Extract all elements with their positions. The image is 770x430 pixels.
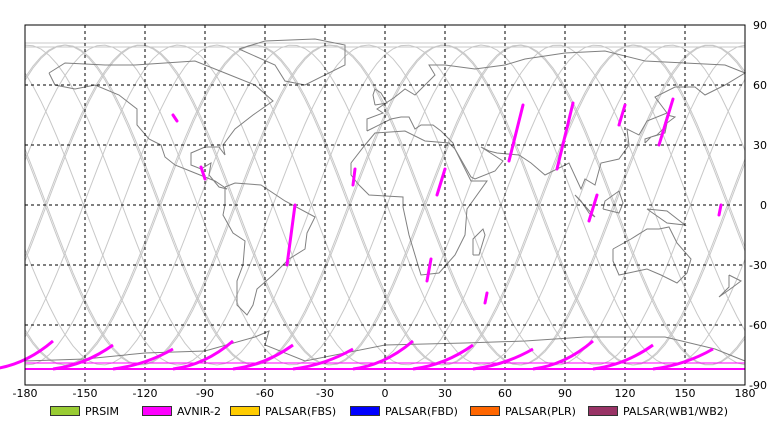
longitude-tick-label: 180 [735, 387, 756, 400]
longitude-labels: -180 -150 -120 -90 -60 -30 0 30 60 90 120 150 180 [13, 387, 756, 400]
observation-segment [507, 103, 525, 163]
observation-segment [657, 97, 675, 147]
graticule [25, 25, 745, 385]
legend-label: PALSAR(WB1/WB2) [623, 404, 729, 418]
observation-segment [717, 203, 723, 217]
coastline [602, 190, 624, 214]
legend-item-avnir2: AVNIR-2 [142, 403, 221, 419]
legend-item-palsar-wb: PALSAR(WB1/WB2) [588, 403, 728, 419]
longitude-tick-label: -180 [13, 387, 38, 400]
longitude-tick-label: -120 [133, 387, 158, 400]
coastline [472, 228, 486, 256]
observation-segment [171, 113, 179, 123]
longitude-tick-label: 150 [675, 387, 696, 400]
longitude-tick-label: 120 [615, 387, 636, 400]
longitude-tick-label: -30 [316, 387, 334, 400]
legend-swatch [230, 406, 260, 416]
observation-segment [617, 103, 627, 127]
swath-arc [0, 339, 54, 370]
legend-item-palsar-fbd: PALSAR(FBD) [350, 403, 458, 419]
longitude-tick-label: 60 [498, 387, 512, 400]
latitude-labels: 90 60 30 0 -30 -60 -90 [749, 19, 767, 392]
coastline [222, 182, 316, 316]
legend-item-palsar-plr: PALSAR(PLR) [470, 403, 576, 419]
latitude-tick-label: 30 [753, 139, 767, 152]
coastline [238, 38, 346, 86]
coastline [644, 114, 677, 144]
latitude-tick-label: -30 [749, 259, 767, 272]
observation-segment [587, 193, 599, 223]
observation-segment [555, 101, 575, 171]
latitude-tick-label: 60 [753, 79, 767, 92]
coastline [366, 50, 747, 191]
antarctic-swaths [0, 339, 745, 371]
orbit-track [24, 44, 746, 366]
legend-swatch [50, 406, 80, 416]
longitude-tick-label: 30 [438, 387, 452, 400]
latitude-tick-label: 90 [753, 19, 767, 32]
legend-swatch [350, 406, 380, 416]
observation-segment [351, 167, 357, 187]
legend-item-prism: PRSIM [50, 403, 119, 419]
longitude-tick-label: -150 [73, 387, 98, 400]
map-border [24, 24, 746, 386]
coastline [612, 226, 692, 284]
observation-segment [483, 291, 489, 305]
legend: PRSIM AVNIR-2 PALSAR(FBS) PALSAR(FBD) PA… [0, 401, 770, 423]
observation-segment [199, 165, 207, 181]
observation-segment [285, 203, 297, 267]
legend-label: PRSIM [85, 404, 119, 418]
coastline [574, 194, 596, 218]
longitude-tick-label: 0 [382, 387, 389, 400]
longitude-tick-label: -90 [196, 387, 214, 400]
legend-swatch [142, 406, 172, 416]
coastline [718, 274, 742, 298]
legend-label: PALSAR(PLR) [505, 404, 576, 418]
legend-swatch [470, 406, 500, 416]
latitude-tick-label: -60 [749, 319, 767, 332]
coastline [350, 130, 488, 276]
longitude-tick-label: -60 [256, 387, 274, 400]
longitude-tick-label: 90 [558, 387, 572, 400]
latitude-tick-label: 0 [760, 199, 767, 212]
coastline [48, 60, 274, 190]
legend-item-palsar-fbs: PALSAR(FBS) [230, 403, 336, 419]
legend-label: PALSAR(FBS) [265, 404, 337, 418]
legend-label: AVNIR-2 [177, 404, 221, 418]
observation-segment [435, 167, 447, 197]
observation-segment [425, 257, 433, 283]
legend-label: PALSAR(FBD) [385, 404, 458, 418]
legend-swatch [588, 406, 618, 416]
latitude-tick-label: -90 [749, 379, 767, 392]
observation-segments [171, 97, 723, 305]
